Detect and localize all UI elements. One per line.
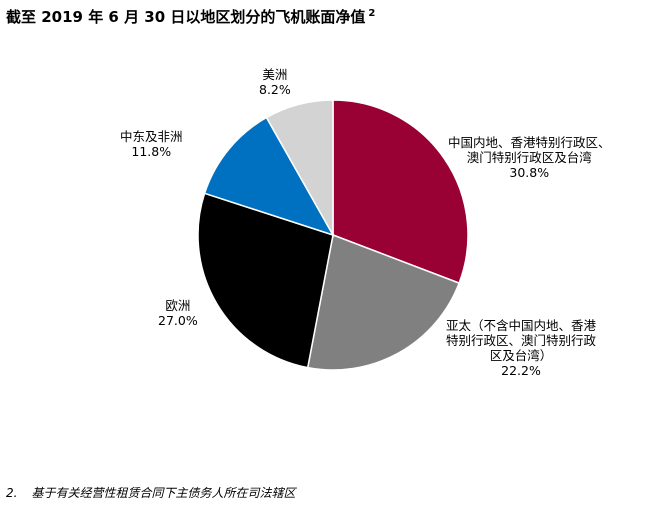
footnote: 2. 基于有关经营性租赁合同下主债务人所在司法辖区 — [6, 484, 295, 501]
slice-label-middle-east-africa: 中东及非洲 11.8% — [120, 129, 183, 159]
slice-value-label: 8.2% — [259, 82, 291, 97]
slice-label-line: 区及台湾） — [489, 348, 553, 363]
title-footnote-ref: 2 — [368, 8, 376, 19]
pie-slice-asia-pacific — [306, 233, 461, 371]
slice-label-americas: 美洲 8.2% — [259, 67, 291, 97]
slice-value-label: 27.0% — [158, 313, 198, 328]
pie-slice-greater-china — [332, 99, 469, 285]
slice-label-europe: 欧洲 27.0% — [158, 298, 198, 328]
pie-slice-europe — [197, 192, 334, 369]
slice-label-line: 中国内地、香港特别行政区、 — [448, 135, 611, 150]
slice-label-line: 中东及非洲 — [120, 129, 183, 144]
slice-value-label: 22.2% — [501, 363, 541, 378]
chart-title-text: 截至 2019 年 6 月 30 日以地区划分的飞机账面净值 — [6, 8, 366, 26]
footnote-text: 基于有关经营性租赁合同下主债务人所在司法辖区 — [31, 486, 296, 500]
slice-label-asia-pacific: 亚太（不含中国内地、香港 特别行政区、澳门特别行政 区及台湾） 22.2% — [446, 318, 596, 378]
slice-label-line: 澳门特别行政区及台湾 — [466, 150, 592, 165]
pie-slice-middle-east-africa — [203, 116, 335, 237]
slice-label-line: 欧洲 — [165, 298, 191, 313]
pie-slice-americas — [265, 99, 334, 238]
slice-label-greater-china: 中国内地、香港特别行政区、 澳门特别行政区及台湾 30.8% — [448, 135, 611, 180]
chart-title: 截至 2019 年 6 月 30 日以地区划分的飞机账面净值 2 — [6, 6, 375, 27]
slice-label-line: 亚太（不含中国内地、香港 — [446, 318, 597, 333]
slice-label-line: 美洲 — [262, 67, 288, 82]
slice-value-label: 11.8% — [131, 144, 172, 159]
slice-value-label: 30.8% — [509, 165, 550, 180]
slice-label-line: 特别行政区、澳门特别行政 — [446, 333, 597, 348]
footnote-number: 2. — [6, 486, 18, 500]
